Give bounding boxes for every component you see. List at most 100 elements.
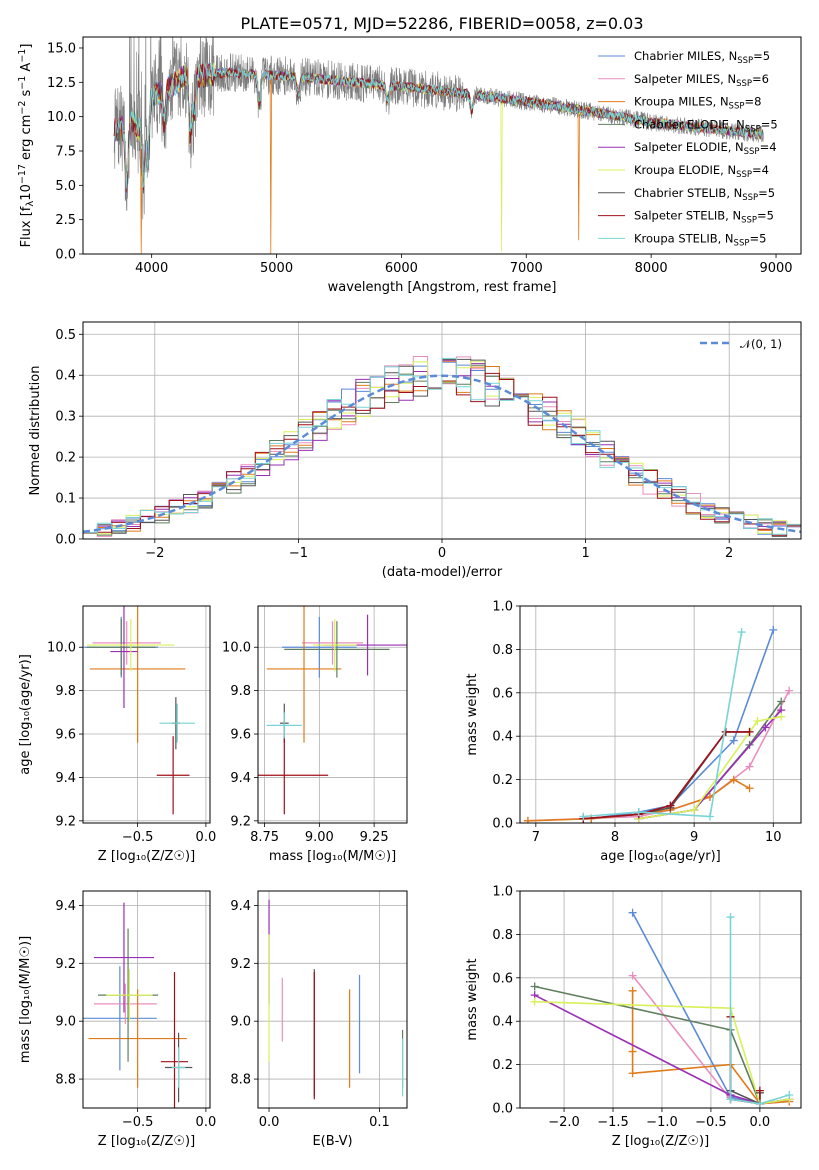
data-point-marker: [769, 625, 778, 634]
y-tick-label: 0.2: [55, 451, 76, 466]
x-tick-label: 0.0: [196, 830, 217, 845]
mass-weight-line: [729, 917, 790, 1105]
y-tick-label: 1.0: [492, 600, 513, 615]
x-axis-label: Z [log₁₀(Z/Z☉)]: [612, 1134, 709, 1149]
y-axis-label: Flux [fλ10−17 erg cm−2 s−1 A−1]: [17, 44, 36, 248]
y-tick-label: 0.5: [55, 328, 76, 343]
legend-count: =5: [757, 209, 774, 223]
y-tick-label: 0.3: [55, 410, 76, 425]
x-tick-label: 1: [581, 546, 589, 561]
data-point-marker: [628, 908, 637, 917]
legend-label: Salpeter ELODIE, N: [634, 140, 744, 154]
x-tick-label: 9.00: [305, 830, 334, 845]
data-point-marker: [777, 712, 786, 721]
data-point-marker: [628, 986, 637, 995]
y-label-part: −2: [17, 101, 28, 115]
data-point-marker: [523, 816, 532, 823]
legend-label: Chabrier ELODIE, N: [634, 117, 745, 131]
data-point-marker: [761, 723, 770, 732]
y-label-part: erg cm: [19, 115, 34, 164]
legend-entry: Salpeter MILES, NSSP=6: [634, 72, 769, 89]
legend-label: Salpeter MILES, N: [634, 72, 736, 86]
x-axis-label: age [log₁₀(age/yr)]: [600, 849, 721, 864]
y-tick-label: 0.6: [492, 971, 513, 986]
y-tick-label: 15.0: [47, 41, 76, 56]
legend-entry: Kroupa STELIB, NSSP=5: [634, 231, 766, 248]
x-tick-label: −2.0: [548, 1115, 580, 1130]
data-point-marker: [628, 1047, 637, 1056]
legend-entry: Salpeter STELIB, NSSP=5: [634, 209, 774, 226]
legend-count: =5: [753, 49, 770, 63]
plot-area: [113, 37, 764, 254]
data-point-marker: [753, 717, 762, 726]
x-tick-label: −2: [145, 546, 164, 561]
chart-panel-2: −2 −1 0 1 2 0.0 0.1 0.2 0.3 0.4 0.5 (data-model)/er…: [28, 321, 802, 580]
legend-count: =5: [761, 117, 778, 131]
axes-frame: [82, 890, 211, 1109]
x-tick-label: 4000: [135, 261, 168, 276]
data-point-marker: [729, 736, 738, 745]
axes-frame: [82, 36, 802, 255]
data-point-marker: [726, 913, 735, 922]
x-tick-label: 6000: [385, 261, 418, 276]
y-tick-label: 0.0: [55, 533, 76, 548]
x-tick-label: −1.5: [597, 1115, 629, 1130]
data-point-marker: [628, 971, 637, 980]
x-tick-label: 8000: [635, 261, 668, 276]
y-label-part: Flux [f: [19, 206, 34, 247]
plot-area: [83, 902, 193, 1108]
y-axis-label: mass weight: [465, 958, 480, 1040]
axes-frame: [82, 605, 211, 824]
data-point-marker: [666, 801, 675, 810]
legend-count: =4: [752, 163, 769, 177]
y-tick-label: 2.5: [55, 213, 76, 228]
legend-subscript: SSP: [742, 193, 758, 203]
y-tick-label: 0.4: [55, 369, 76, 384]
legend-entry: Kroupa ELODIE, NSSP=4: [634, 163, 769, 180]
chart-panel-3: −0.5 0.0 9.2 9.4 9.6 9.8 10.0 Z [log₁₀(Z/Z☉)] ag…: [18, 605, 217, 864]
x-tick-label: 9000: [759, 261, 792, 276]
x-tick-label: 9.25: [360, 830, 389, 845]
x-tick-label: 0.0: [196, 1115, 217, 1130]
y-tick-label: 0.0: [492, 1102, 513, 1117]
mass-weight-line: [583, 631, 743, 818]
chart-panel-7: 0.0 0.1 8.8 9.0 9.2 9.4 E(B-V): [230, 890, 408, 1149]
chart-panel-4: 8.75 9.00 9.25 9.2 9.4 9.6 9.8 10.0 mass [log₁₀(…: [222, 605, 408, 864]
legend-count: =5: [749, 231, 766, 245]
chart-panel-5: 7 8 9 10 0.0 0.2 0.4 0.6 0.8 1.0 age [log₁₀(age/yr…: [465, 600, 802, 864]
y-tick-label: 8.8: [230, 1073, 251, 1088]
x-axis-label: Z [log₁₀(Z/Z☉)]: [98, 1134, 195, 1149]
y-label-part: −1: [17, 49, 28, 63]
legend-count: =8: [744, 95, 761, 109]
y-tick-label: 9.8: [230, 684, 251, 699]
legend-label: Kroupa MILES, N: [634, 95, 729, 109]
plot-area: [83, 356, 801, 537]
data-point-marker: [726, 1095, 735, 1104]
axes-frame: [519, 605, 802, 824]
data-point-marker: [690, 805, 699, 814]
y-tick-label: 12.5: [47, 76, 76, 91]
legend-label: Kroupa STELIB, N: [634, 231, 734, 245]
y-label-part: −17: [17, 164, 28, 184]
data-point-marker: [737, 628, 746, 637]
model-spectrum-line: [113, 62, 764, 189]
mass-weight-line: [534, 1000, 790, 1105]
data-point-marker: [530, 997, 539, 1006]
chart-panel-1: 4000 5000 6000 7000 8000 9000 0.0 2.5 5.0 7.5 10.0…: [17, 36, 802, 295]
mass-weight-line: [527, 690, 790, 822]
plot-area: [523, 625, 794, 823]
y-tick-label: 0.0: [492, 817, 513, 832]
chart-panel-6: −0.5 0.0 8.8 9.0 9.2 9.4 Z [log₁₀(Z/Z☉)] mass […: [18, 890, 217, 1149]
legend-label: Chabrier MILES, N: [634, 49, 737, 63]
y-label-part: 10: [19, 184, 34, 201]
legend-subscript: SSP: [744, 147, 760, 157]
x-axis-label: wavelength [Angstrom, rest frame]: [328, 280, 557, 295]
x-tick-label: −0.5: [122, 830, 154, 845]
y-tick-label: 0.0: [55, 248, 76, 263]
y-label-part: −1: [17, 76, 28, 90]
x-tick-label: −1.0: [646, 1115, 678, 1130]
data-point-marker: [579, 812, 588, 821]
data-point-marker: [785, 686, 794, 695]
legend-label: Kroupa ELODIE, N: [634, 163, 736, 177]
legend-label: Chabrier STELIB, N: [634, 186, 742, 200]
